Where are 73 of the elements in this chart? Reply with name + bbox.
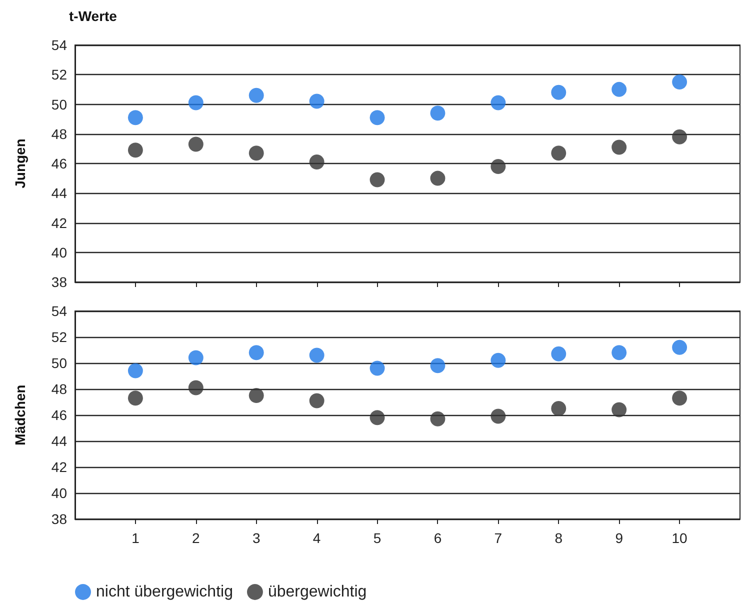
- point: [309, 393, 324, 408]
- point: [490, 158, 506, 174]
- y-tick-label: 40: [51, 485, 68, 501]
- point: [672, 74, 688, 90]
- point: [128, 363, 143, 378]
- y-tick-label: 44: [51, 185, 68, 202]
- y-tick-label: 52: [51, 329, 68, 345]
- point: [612, 402, 627, 418]
- point: [490, 352, 506, 368]
- point: [128, 142, 143, 158]
- y-tick-label: 38: [51, 511, 68, 527]
- x-tick-label: 3: [252, 530, 260, 546]
- y-tick-label: 44: [51, 433, 68, 449]
- legend-label: übergewichtig: [268, 584, 367, 600]
- point: [309, 154, 324, 170]
- point: [672, 390, 688, 406]
- y-tick-label: 46: [51, 407, 68, 423]
- point: [551, 346, 566, 362]
- point: [551, 84, 566, 100]
- point: [612, 140, 627, 155]
- point: [490, 95, 506, 110]
- chart-title: t-Werte: [69, 8, 118, 24]
- y-axis-title: Jungen: [12, 138, 28, 188]
- x-tick-label: 2: [192, 530, 200, 546]
- point: [188, 350, 204, 366]
- y-tick-label: 48: [51, 126, 68, 142]
- y-tick-label: 50: [51, 355, 68, 371]
- x-tick-label: 9: [615, 530, 624, 546]
- y-tick-label: 42: [51, 214, 68, 231]
- y-tick-label: 46: [51, 156, 68, 172]
- point: [430, 106, 446, 121]
- y-tick-label: 54: [51, 37, 68, 53]
- point: [430, 170, 446, 186]
- point: [672, 340, 688, 355]
- point: [309, 348, 324, 363]
- point: [430, 411, 446, 426]
- point: [309, 94, 324, 109]
- point: [248, 88, 264, 103]
- point: [430, 358, 446, 374]
- point: [188, 95, 204, 110]
- x-tick-label: 4: [312, 530, 321, 546]
- point: [490, 408, 506, 424]
- point: [672, 129, 688, 144]
- x-tick-label: 8: [554, 530, 563, 546]
- point: [370, 172, 385, 188]
- x-tick-label: 10: [672, 530, 688, 546]
- point: [188, 380, 204, 396]
- y-tick-label: 42: [51, 459, 68, 475]
- point: [551, 146, 566, 161]
- point: [248, 146, 264, 161]
- point: [188, 136, 204, 152]
- point: [551, 401, 566, 416]
- point: [370, 360, 385, 376]
- point: [248, 388, 264, 403]
- legend-label: nicht übergewichtig: [96, 584, 233, 600]
- point: [612, 345, 627, 360]
- y-tick-label: 38: [51, 274, 68, 290]
- point: [612, 82, 627, 97]
- y-tick-label: 52: [51, 66, 68, 83]
- y-tick-label: 54: [51, 303, 68, 319]
- x-tick-label: 1: [132, 530, 140, 546]
- x-tick-label: 5: [373, 530, 382, 546]
- point: [370, 410, 385, 426]
- point: [128, 390, 143, 406]
- point: [128, 110, 143, 126]
- y-tick-label: 40: [51, 244, 68, 260]
- x-tick-label: 7: [494, 530, 502, 546]
- point: [248, 345, 264, 360]
- point: [370, 110, 385, 126]
- x-tick-label: 6: [434, 530, 442, 546]
- y-axis-title: Mädchen: [12, 384, 28, 446]
- y-tick-label: 50: [51, 96, 68, 112]
- y-tick-label: 48: [51, 381, 68, 397]
